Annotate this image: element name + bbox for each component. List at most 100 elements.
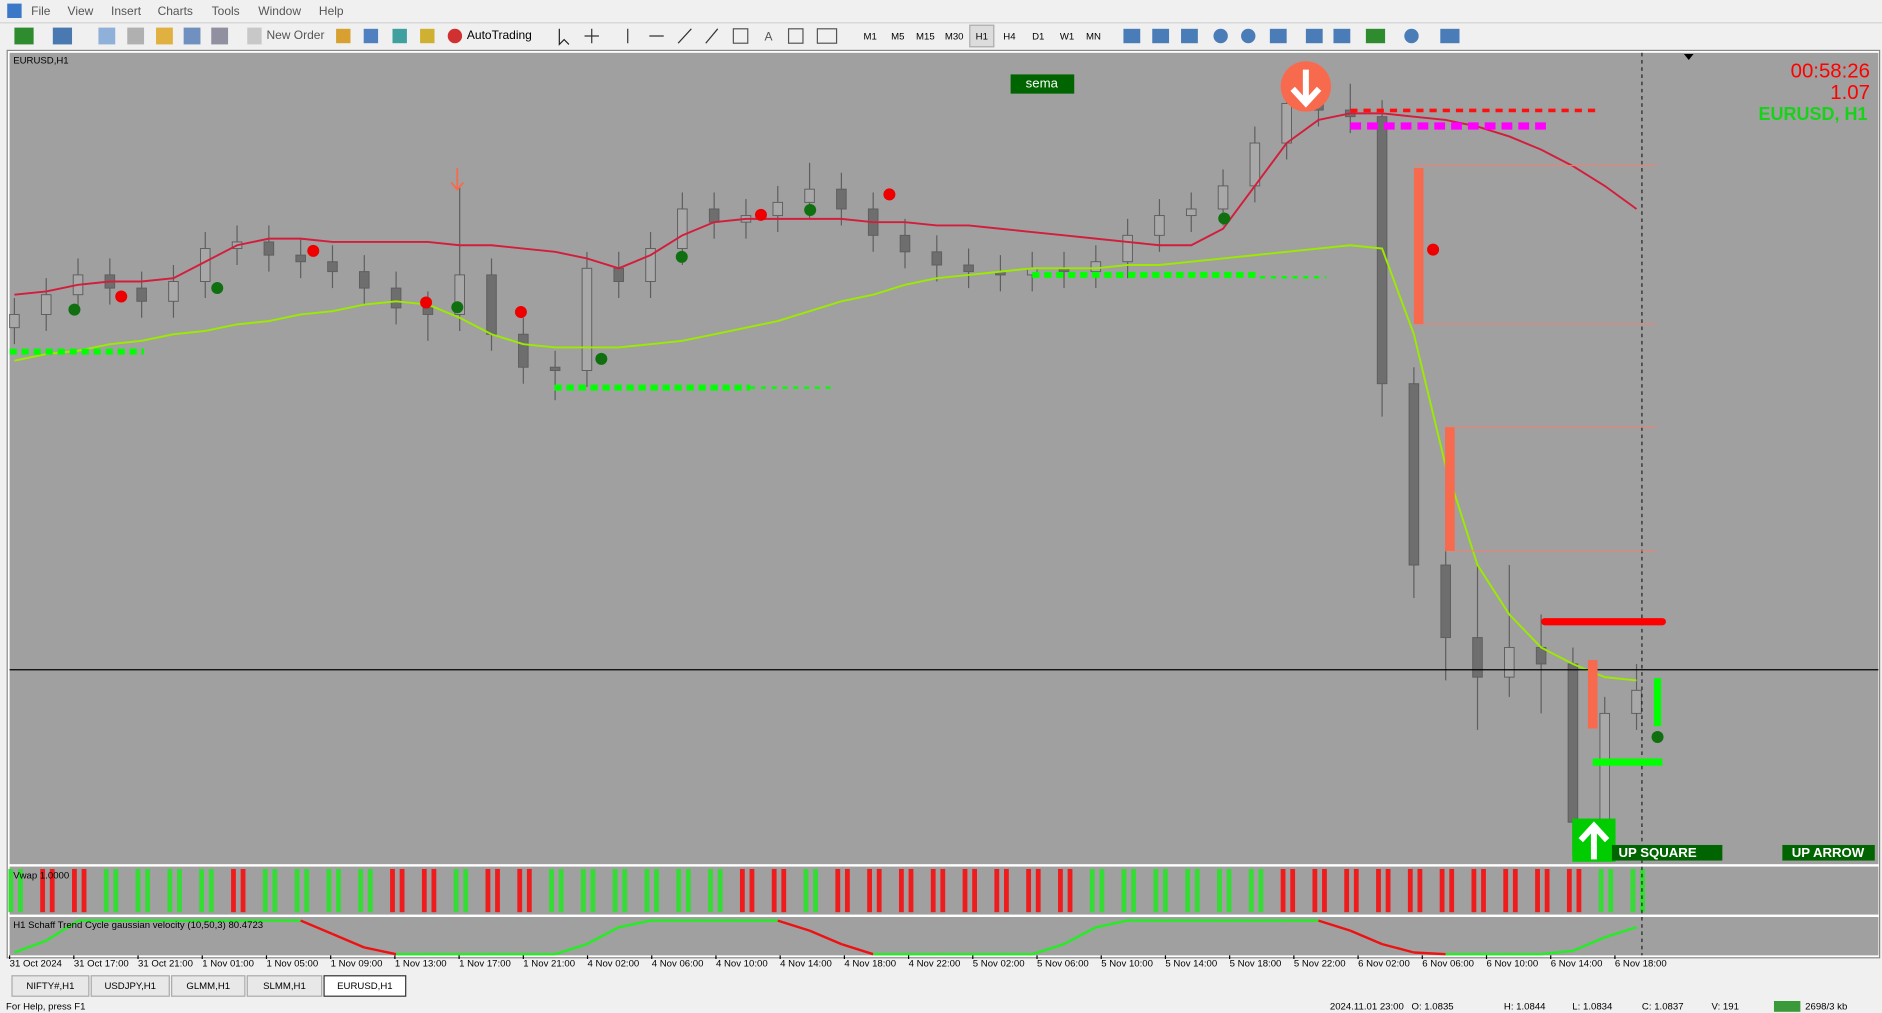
vwap-bar [549,868,554,913]
vwap-bar [1058,868,1063,913]
schaff-label: H1 Schaff Trend Cycle gaussian velocity … [13,920,263,931]
vwap-bar [517,868,523,913]
tool-btn[interactable] [787,28,804,44]
new-order-icon[interactable] [247,27,262,45]
tool-btn[interactable] [1181,28,1198,44]
tab[interactable] [171,975,246,997]
tool-btn[interactable] [816,28,838,44]
candle-body [1472,637,1483,678]
tab[interactable] [11,975,90,997]
candle-body [390,287,402,309]
tab-label[interactable]: GLMM,H1 [186,981,230,992]
symbol-label: EURUSD,H1 [13,56,68,67]
tool-btn[interactable] [1123,28,1141,44]
tool-btn[interactable] [1305,28,1323,44]
timeframe-btn[interactable]: H4 [1003,32,1016,43]
tool-btn[interactable] [211,27,229,45]
traffic-icon [1773,1000,1801,1012]
vwap-bar [1439,868,1445,913]
menu-item[interactable]: Charts [158,4,193,18]
menu-item[interactable]: View [68,4,94,18]
profiles-btn[interactable] [52,27,73,45]
tool-btn[interactable] [336,28,351,44]
tool-btn[interactable] [127,27,145,45]
vwap-bar [1280,868,1286,913]
schaff-segment [1572,936,1606,952]
zoom-out[interactable] [1241,28,1256,44]
tab[interactable] [246,975,323,997]
sell-dot [307,244,320,257]
schaff-segment [1095,919,1128,929]
vwap-bar [262,868,268,913]
tool-btn[interactable] [1152,28,1170,44]
vwap-bar [113,868,119,913]
vwap-bar [399,868,405,913]
symbol-watermark: EURUSD, H1 [1759,104,1868,124]
sell-dot [514,306,527,319]
tool-btn[interactable] [1333,28,1351,44]
tab-label[interactable]: USDJPY,H1 [104,981,156,992]
tool-btn[interactable] [420,28,435,44]
tab-label[interactable]: SLMM,H1 [263,981,306,992]
templates-btn[interactable] [1440,28,1460,44]
chart-tabs: NIFTY#,H1 USDJPY,H1 GLMM,H1 SLMM,H1 EURUSD,H… [11,975,407,997]
clock-btn[interactable] [1404,28,1419,44]
chart-tools [1123,28,1460,44]
tool-btn[interactable] [392,28,407,44]
tab-label[interactable]: EURUSD,H1 [337,981,392,992]
text-tool[interactable]: A [765,29,773,43]
tab[interactable] [90,975,170,997]
vwap-bar [771,868,777,913]
tab[interactable] [323,975,407,997]
line-tools[interactable] [627,28,719,44]
candle-body [263,241,275,256]
cursor-btn[interactable] [558,28,570,46]
vwap-bar [326,868,332,913]
crosshair-btn[interactable] [584,28,599,44]
sell-dot [883,188,896,201]
schaff-segment [586,926,620,946]
tab-label[interactable]: NIFTY#,H1 [26,981,74,992]
candle-body [836,188,847,210]
buy-dot [211,282,224,295]
autotrading-icon[interactable] [447,28,463,44]
tool-btn[interactable] [183,27,201,45]
active-timeframe [969,24,995,48]
new-chart-btn[interactable] [14,27,34,45]
timeframe-btn[interactable]: W1 [1060,32,1074,43]
vwap-bar [208,868,214,913]
vwap-bar [1163,868,1168,913]
indicators-btn[interactable] [1365,28,1386,44]
schaff-segment [1349,929,1383,946]
menu-item[interactable]: Insert [111,4,142,18]
menu-item[interactable]: Help [319,4,344,18]
menu-item[interactable]: Window [258,4,301,18]
vwap-bar [294,868,300,913]
timeframe-btn[interactable]: M30 [945,32,964,43]
tool-btn[interactable] [363,28,379,44]
vwap-bar [1598,868,1604,913]
zoom-in[interactable] [1213,28,1228,44]
timeframe-btn[interactable]: D1 [1032,32,1044,43]
tool-btn[interactable] [732,28,749,44]
vwap-bar [1385,868,1391,913]
new-order-btn[interactable]: New Order [266,28,324,42]
candle-body [963,264,974,273]
tool-btn[interactable] [98,27,116,45]
candle-body [40,294,52,315]
tool-btn[interactable] [1269,28,1287,44]
timeframe-btn[interactable]: M15 [916,32,935,43]
menu-item[interactable]: File [31,4,51,18]
tool-btn[interactable] [156,27,173,45]
timeframe-btn[interactable]: M1 [864,32,877,43]
candle-body [931,251,943,266]
timeframe-btn[interactable]: H1 [976,32,988,43]
timeframe-btn[interactable]: M5 [891,32,904,43]
autotrading-btn[interactable]: AutoTrading [467,28,532,42]
vwap-bar [1576,868,1582,913]
vwap-bar [81,868,87,913]
vwap-bar [558,868,564,913]
timeframe-btn[interactable]: MN [1086,32,1101,43]
menu-item[interactable]: Tools [212,4,240,18]
buy-dot [68,303,81,316]
